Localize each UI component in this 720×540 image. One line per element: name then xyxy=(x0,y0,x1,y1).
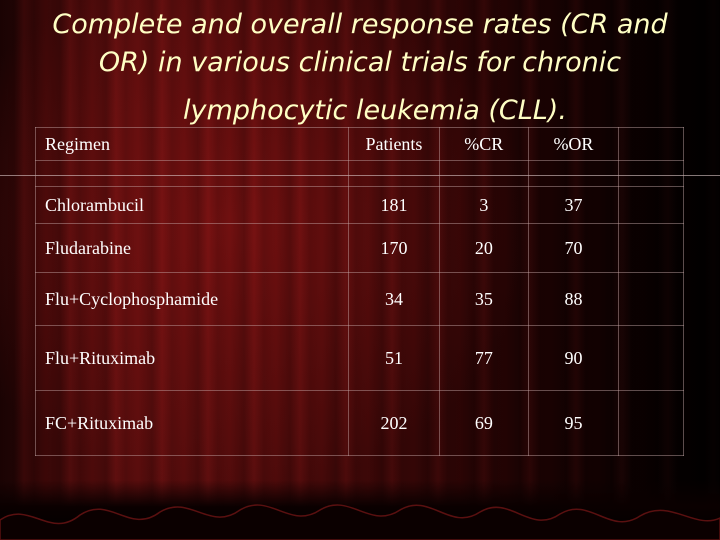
header-patients: Patients xyxy=(348,127,440,161)
empty-cell xyxy=(617,390,685,456)
table-spacer-row xyxy=(34,160,685,187)
table-row: Fludarabine 170 20 70 xyxy=(34,223,685,273)
spacer-cell xyxy=(348,160,440,187)
header-regimen: Regimen xyxy=(34,127,350,161)
title-line-1: Complete and overall response rates (CR … xyxy=(52,9,668,40)
response-rates-table: Regimen Patients %CR %OR Chlorambucil 18… xyxy=(34,127,685,456)
regimen-cell: FC+Rituximab xyxy=(34,390,350,456)
curtain-valance-decoration xyxy=(0,504,720,540)
or-cell: 37 xyxy=(528,186,619,224)
regimen-cell: Fludarabine xyxy=(34,223,350,273)
title-line-2: OR) in various clinical trials for chron… xyxy=(98,47,622,78)
empty-cell xyxy=(617,186,685,224)
patients-cell: 181 xyxy=(348,186,440,224)
or-cell: 95 xyxy=(528,390,619,456)
regimen-cell: Flu+Cyclophosphamide xyxy=(34,272,350,326)
table-header-row: Regimen Patients %CR %OR xyxy=(34,127,685,161)
spacer-cell xyxy=(438,160,530,187)
slide-title: Complete and overall response rates (CR … xyxy=(20,6,700,130)
patients-cell: 202 xyxy=(348,390,440,456)
cr-cell: 35 xyxy=(438,272,530,326)
cr-cell: 77 xyxy=(438,325,530,391)
patients-cell: 34 xyxy=(348,272,440,326)
empty-cell xyxy=(617,325,685,391)
header-empty-cell xyxy=(617,127,685,161)
cr-cell: 69 xyxy=(438,390,530,456)
title-line-3: lymphocytic leukemia (CLL). xyxy=(183,95,567,126)
or-cell: 90 xyxy=(528,325,619,391)
regimen-cell: Flu+Rituximab xyxy=(34,325,350,391)
header-or: %OR xyxy=(528,127,619,161)
spacer-cell xyxy=(528,160,619,187)
cr-cell: 3 xyxy=(438,186,530,224)
regimen-cell: Chlorambucil xyxy=(34,186,350,224)
table-row: Flu+Cyclophosphamide 34 35 88 xyxy=(34,272,685,326)
or-cell: 70 xyxy=(528,223,619,273)
spacer-cell xyxy=(617,160,685,187)
patients-cell: 51 xyxy=(348,325,440,391)
empty-cell xyxy=(617,272,685,326)
cr-cell: 20 xyxy=(438,223,530,273)
header-cr: %CR xyxy=(438,127,530,161)
table-row: Flu+Rituximab 51 77 90 xyxy=(34,325,685,391)
patients-cell: 170 xyxy=(348,223,440,273)
table-row: FC+Rituximab 202 69 95 xyxy=(34,390,685,456)
spacer-cell xyxy=(34,160,350,187)
empty-cell xyxy=(617,223,685,273)
table-row: Chlorambucil 181 3 37 xyxy=(34,186,685,224)
or-cell: 88 xyxy=(528,272,619,326)
